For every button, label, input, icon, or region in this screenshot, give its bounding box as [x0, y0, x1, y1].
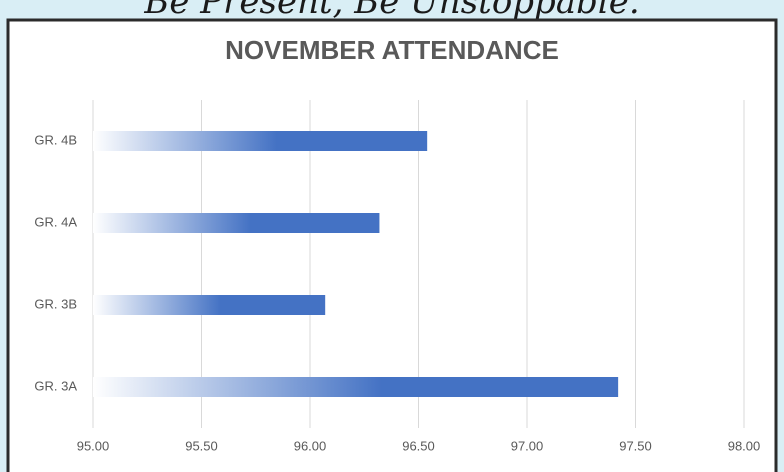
x-tick-label: 95.50 — [185, 438, 218, 453]
bar — [93, 295, 325, 315]
bar — [93, 377, 618, 397]
y-tick-label: GR. 4A — [34, 214, 77, 229]
x-tick-label: 95.00 — [77, 438, 110, 453]
x-tick-label: 97.00 — [511, 438, 544, 453]
bar — [93, 131, 427, 151]
x-tick-label: 98.00 — [728, 438, 761, 453]
y-tick-label: GR. 3B — [34, 296, 77, 311]
bar — [93, 213, 379, 233]
x-tick-label: 97.50 — [619, 438, 652, 453]
chart-title: NOVEMBER ATTENDANCE — [225, 35, 559, 65]
y-tick-label: GR. 3A — [34, 378, 77, 393]
x-tick-label: 96.00 — [294, 438, 327, 453]
page: Be Present, Be Unstoppable. NOVEMBER ATT… — [0, 0, 784, 472]
chart-frame — [8, 20, 776, 472]
y-tick-label: GR. 4B — [34, 132, 77, 147]
chart: Be Present, Be Unstoppable. NOVEMBER ATT… — [0, 0, 784, 472]
x-tick-label: 96.50 — [402, 438, 435, 453]
